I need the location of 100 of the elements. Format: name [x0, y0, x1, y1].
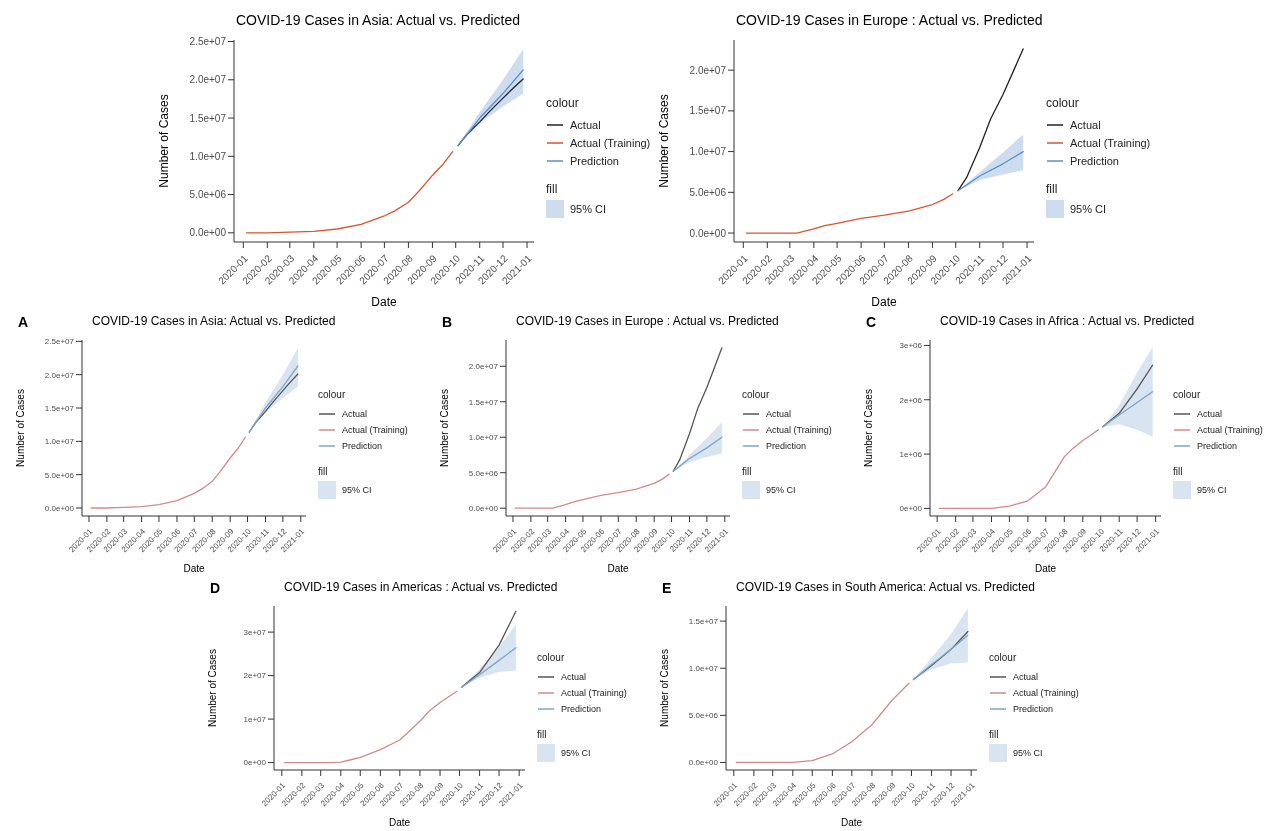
legend-label: Actual	[570, 119, 601, 132]
legend-label: Actual	[1197, 408, 1223, 419]
text: fill	[537, 729, 547, 741]
text: colour	[537, 652, 565, 664]
chart-title: COVID-19 Cases in Asia: Actual vs. Predicted	[92, 314, 336, 328]
y-tick-label: 1e+07	[243, 714, 267, 724]
line-series	[957, 48, 1024, 192]
y-tick-label: 5.0e+06	[688, 711, 719, 721]
y-tick-label: 5.0e+06	[468, 468, 499, 478]
legend-label: Prediction	[570, 155, 619, 168]
y-tick-label: 2.0e+07	[689, 64, 727, 76]
line-series	[672, 347, 723, 472]
legend-label: Actual (Training)	[1070, 137, 1151, 150]
y-tick-label: 1.0e+07	[688, 664, 719, 674]
x-axis-title: Date	[840, 817, 863, 828]
line-series	[460, 610, 517, 688]
legend-label: Actual	[766, 408, 792, 419]
line-series	[1101, 364, 1154, 428]
y-tick-label: 0.0e+00	[189, 227, 227, 239]
legend-label: Prediction	[1070, 155, 1119, 168]
y-tick-label: 1.5e+07	[189, 112, 227, 124]
y-axis-title: Number of Cases	[206, 649, 218, 727]
y-axis-title: Number of Cases	[14, 389, 26, 467]
legend-label: Actual (Training)	[342, 424, 408, 435]
y-tick-label: 1.5e+07	[468, 397, 499, 407]
legend-label: Actual	[342, 408, 368, 419]
line-series	[460, 647, 517, 688]
y-axis-title: Number of Cases	[657, 94, 672, 188]
chart-title: COVID-19 Cases in Europe : Actual vs. Predicted	[516, 314, 779, 328]
text: colour	[1173, 388, 1201, 400]
x-axis-title: Date	[871, 295, 897, 309]
y-tick-label: 0.0e+00	[689, 227, 727, 239]
text: 95% CI	[1070, 203, 1107, 216]
chart-title: COVID-19 Cases in South America: Actual vs. Predicted	[736, 580, 1035, 594]
line-series	[1101, 390, 1154, 428]
text: 95% CI	[1197, 484, 1227, 495]
y-tick-label: 0e+00	[243, 758, 267, 768]
y-tick-label: 3e+06	[899, 341, 923, 351]
legend-label: Prediction	[766, 440, 807, 451]
line-series	[735, 682, 910, 764]
chart-title: COVID-19 Cases in Americas : Actual vs. Predicted	[284, 580, 558, 594]
legend-label: Actual (Training)	[1013, 688, 1079, 699]
line-series	[672, 436, 723, 472]
text: 95% CI	[342, 484, 372, 495]
y-tick-label: 1.5e+07	[689, 105, 727, 117]
text: fill	[546, 182, 558, 197]
y-tick-label: 0.0e+00	[44, 503, 75, 513]
y-tick-label: 1.5e+07	[44, 403, 75, 413]
line-series	[90, 436, 246, 509]
x-axis-title: Date	[1034, 563, 1057, 574]
y-tick-label: 0e+00	[899, 504, 923, 514]
chart-title: COVID-19 Cases in Europe : Actual vs. Predicted	[736, 12, 1043, 28]
text: fill	[989, 729, 999, 741]
text: fill	[1046, 182, 1058, 197]
chart-title: COVID-19 Cases in Africa : Actual vs. Predicted	[940, 314, 1195, 328]
x-axis-title: Date	[371, 295, 397, 309]
text: 95% CI	[570, 203, 607, 216]
legend-label: Actual (Training)	[766, 424, 832, 435]
y-tick-label: 5.0e+06	[689, 186, 727, 198]
legend-label: Prediction	[342, 440, 383, 451]
y-tick-label: 1.0e+07	[689, 146, 727, 158]
text: fill	[742, 465, 752, 477]
y-tick-label: 2.5e+07	[189, 36, 227, 48]
y-tick-label: 2.0e+07	[468, 362, 499, 372]
y-tick-label: 1.0e+07	[189, 150, 227, 162]
y-tick-label: 1e+06	[899, 449, 923, 459]
y-axis-title: Number of Cases	[157, 94, 172, 188]
y-tick-label: 2.0e+07	[189, 74, 227, 86]
y-tick-label: 2.5e+07	[44, 337, 75, 347]
legend-label: Actual	[561, 672, 587, 683]
legend-label: Actual	[1013, 672, 1039, 683]
y-tick-label: 2e+07	[243, 671, 267, 681]
text: 95% CI	[561, 748, 591, 759]
y-tick-label: 2e+06	[899, 395, 923, 405]
x-axis-title: Date	[607, 563, 629, 574]
text: B	[442, 314, 453, 330]
text: C	[866, 314, 877, 330]
text: fill	[318, 465, 328, 477]
x-axis-title: Date	[183, 563, 205, 574]
text: E	[662, 580, 672, 596]
legend-label: Actual (Training)	[1197, 424, 1263, 435]
y-tick-label: 1.0e+07	[44, 437, 75, 447]
legend-label: Prediction	[561, 704, 602, 715]
chart-title: COVID-19 Cases in Asia: Actual vs. Predicted	[236, 12, 521, 28]
text: 95% CI	[1013, 748, 1043, 759]
text: 95% CI	[766, 484, 796, 495]
line-series	[283, 690, 458, 764]
y-tick-label: 1.5e+07	[688, 616, 719, 626]
legend-label: Prediction	[1197, 440, 1238, 451]
text: fill	[1173, 465, 1183, 477]
text: colour	[546, 96, 579, 111]
line-series	[938, 428, 1099, 510]
y-tick-label: 1.0e+07	[468, 433, 499, 443]
line-series	[957, 150, 1024, 192]
text: D	[210, 580, 221, 596]
line-series	[745, 193, 954, 234]
y-tick-label: 2.0e+07	[44, 370, 75, 380]
legend-label: Actual (Training)	[570, 137, 651, 150]
y-tick-label: 0.0e+00	[688, 758, 719, 768]
y-tick-label: 5.0e+06	[44, 470, 75, 480]
